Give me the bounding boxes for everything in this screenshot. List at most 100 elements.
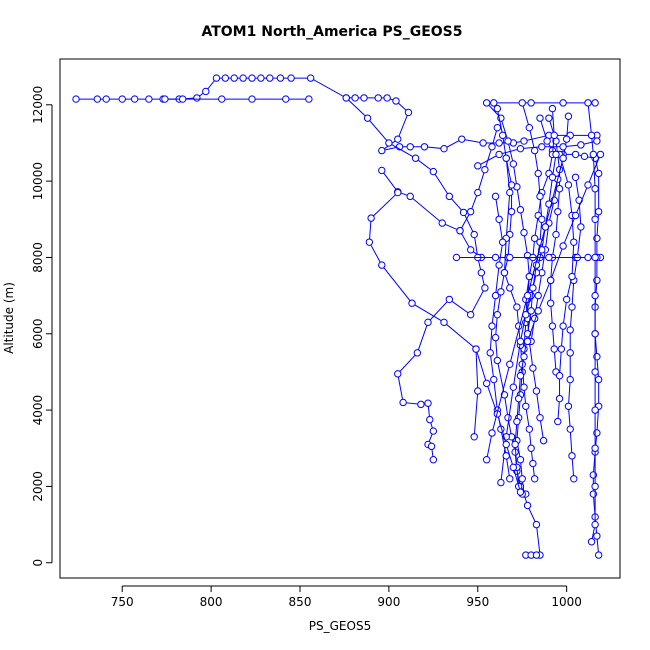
- data-point: [406, 192, 414, 201]
- data-point: [490, 99, 498, 107]
- data-point: [541, 223, 550, 231]
- data-point: [491, 192, 500, 201]
- data-point: [378, 261, 386, 269]
- y-tick-label: 0: [31, 559, 45, 567]
- data-point: [548, 104, 557, 113]
- data-point: [516, 337, 525, 346]
- data-point: [498, 131, 507, 140]
- data-point: [474, 188, 482, 197]
- data-point: [509, 463, 518, 472]
- data-point: [548, 173, 557, 182]
- data-point: [520, 137, 528, 145]
- data-point: [72, 95, 80, 103]
- data-point: [536, 414, 544, 422]
- data-point: [509, 383, 518, 391]
- data-point: [466, 246, 475, 254]
- data-point: [552, 230, 560, 239]
- series-line: [548, 118, 561, 372]
- data-point: [118, 95, 126, 103]
- data-point: [552, 150, 560, 159]
- series-line: [76, 77, 597, 152]
- data-point: [550, 131, 558, 140]
- data-point: [360, 94, 368, 102]
- data-point: [482, 99, 491, 107]
- data-point: [539, 436, 548, 445]
- data-point: [527, 444, 535, 452]
- data-point: [495, 139, 503, 147]
- data-point: [488, 143, 496, 151]
- data-point: [502, 440, 510, 449]
- data-point: [564, 181, 573, 189]
- data-point: [498, 238, 507, 246]
- data-point: [413, 349, 422, 357]
- data-point: [591, 253, 599, 262]
- data-point: [555, 185, 564, 193]
- data-point: [554, 417, 562, 426]
- data-point: [559, 242, 567, 250]
- data-point: [538, 215, 546, 223]
- data-point: [513, 417, 521, 426]
- data-point: [474, 162, 482, 170]
- data-point: [566, 425, 574, 433]
- data-point: [426, 415, 434, 424]
- data-point: [546, 299, 555, 307]
- data-point: [440, 318, 448, 327]
- data-point: [504, 137, 512, 145]
- data-point: [481, 165, 489, 174]
- data-point: [504, 414, 512, 422]
- data-point: [571, 150, 580, 159]
- data-point: [500, 269, 509, 277]
- data-point: [452, 253, 461, 262]
- data-point: [591, 330, 599, 338]
- data-point: [532, 520, 541, 529]
- data-point: [511, 440, 519, 449]
- data-point: [543, 137, 551, 145]
- data-point: [522, 402, 530, 410]
- x-tick-label: 900: [377, 595, 400, 609]
- data-point: [470, 433, 478, 441]
- data-point: [523, 501, 532, 510]
- data-point: [577, 141, 585, 149]
- data-point: [516, 455, 525, 464]
- data-point: [479, 139, 487, 147]
- data-point: [276, 74, 285, 82]
- data-point: [466, 310, 475, 319]
- data-point: [518, 475, 526, 483]
- data-point: [557, 345, 566, 353]
- data-point: [351, 94, 359, 102]
- data-point: [266, 74, 274, 82]
- data-point: [497, 478, 505, 487]
- data-point: [532, 387, 541, 395]
- data-point: [568, 272, 576, 281]
- data-point: [404, 108, 413, 117]
- data-point: [518, 99, 526, 107]
- data-point: [566, 349, 574, 357]
- data-point: [145, 95, 153, 103]
- data-point: [554, 207, 562, 216]
- data-point: [493, 104, 502, 113]
- data-point: [538, 143, 546, 151]
- data-point: [506, 284, 514, 292]
- data-point: [562, 135, 571, 143]
- data-point: [429, 455, 438, 464]
- data-point: [406, 143, 414, 151]
- data-point: [529, 284, 537, 292]
- data-point: [509, 160, 518, 168]
- data-point: [239, 74, 247, 82]
- data-point: [570, 475, 578, 483]
- data-point: [550, 345, 558, 353]
- data-point: [493, 356, 502, 365]
- data-point: [591, 368, 599, 376]
- y-tick-label: 10000: [31, 162, 45, 200]
- y-tick-label: 2000: [31, 471, 45, 502]
- data-point: [564, 112, 573, 120]
- data-point: [559, 143, 567, 151]
- data-point: [587, 538, 596, 546]
- data-point: [591, 406, 599, 414]
- data-point: [529, 364, 537, 372]
- data-point: [591, 520, 599, 529]
- x-tick-label: 850: [289, 595, 312, 609]
- data-point: [591, 215, 599, 223]
- data-point: [545, 253, 553, 262]
